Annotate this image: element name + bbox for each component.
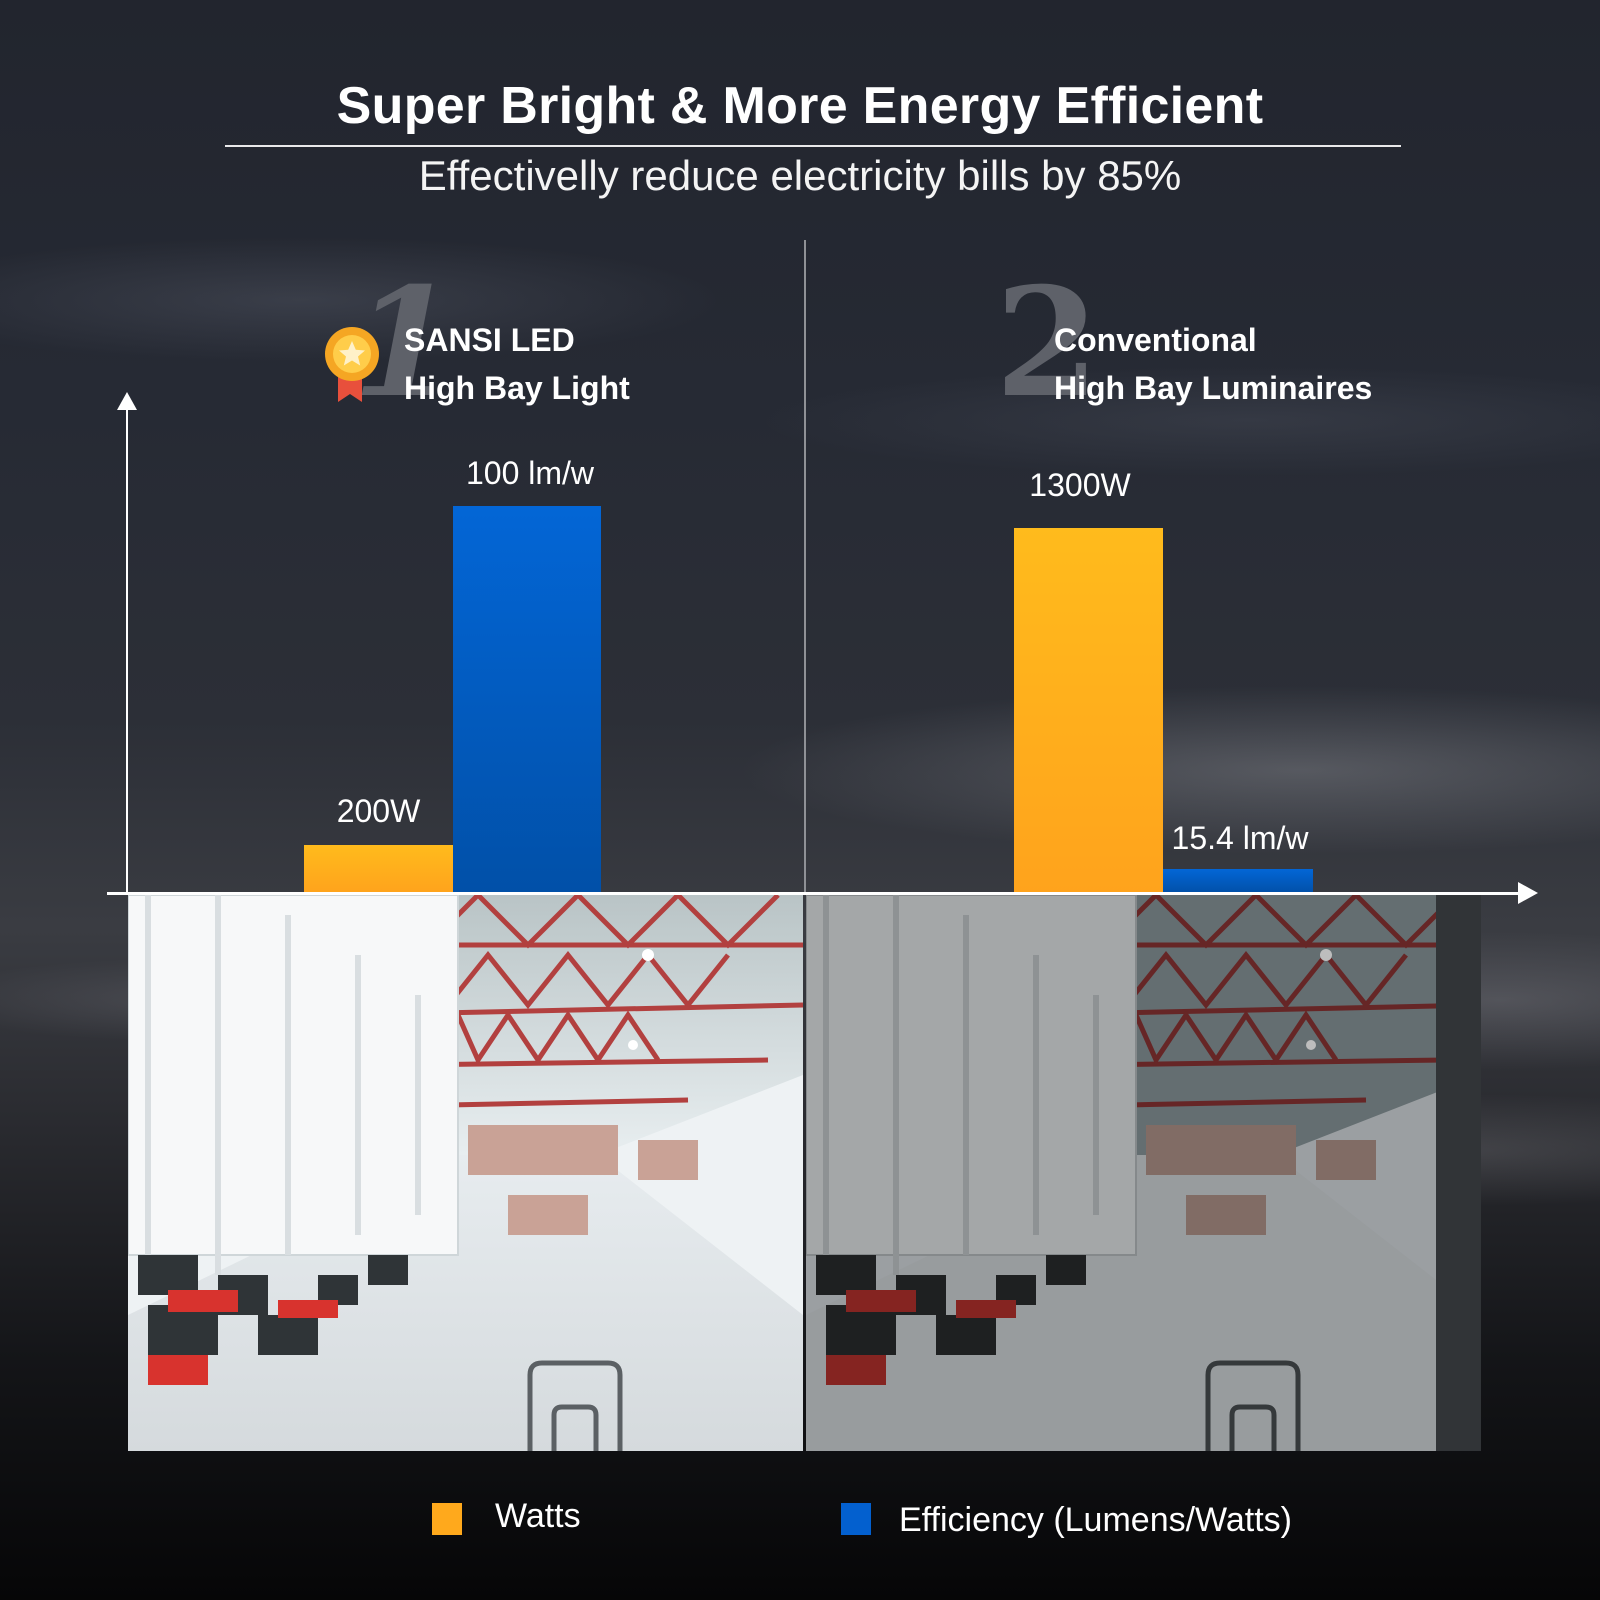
- warehouse-photo-conventional: [806, 895, 1481, 1451]
- page-subtitle: Effectivelly reduce electricity bills by…: [418, 152, 1182, 199]
- group-label-line1: Conventional: [1054, 322, 1257, 358]
- warehouse-photo-sansi: [128, 895, 803, 1451]
- bar-sansi-watts: [304, 845, 453, 893]
- bar-conventional-efficiency: [1163, 869, 1313, 893]
- x-axis-arrow-icon: [1518, 882, 1538, 904]
- bar-value-sansi-efficiency: 100 lm/w: [465, 455, 595, 491]
- bar-conventional-watts: [1014, 528, 1163, 893]
- bar-value-sansi-watts: 200W: [336, 793, 421, 829]
- group-label-line1: SANSI LED: [404, 322, 575, 358]
- bar-sansi-efficiency: [453, 506, 601, 893]
- title-divider: [225, 145, 1401, 147]
- page-title: Super Bright & More Energy Efficient: [336, 77, 1264, 135]
- legend-swatch-efficiency: [841, 1503, 871, 1535]
- bar-value-conventional-efficiency: 15.4 lm/w: [1171, 820, 1309, 856]
- legend-label-efficiency: Efficiency (Lumens/Watts): [899, 1501, 1293, 1539]
- legend-label-watts: Watts: [495, 1497, 581, 1535]
- x-axis: [107, 892, 1527, 895]
- rank-number-2: 2: [995, 255, 1100, 431]
- group-label-line2: High Bay Light: [404, 370, 630, 406]
- group-label-line2: High Bay Luminaires: [1054, 370, 1373, 406]
- group-label-conventional: Conventional High Bay Luminaires: [1054, 316, 1372, 412]
- group-label-sansi: SANSI LED High Bay Light: [404, 316, 630, 412]
- bar-value-conventional-watts: 1300W: [1029, 467, 1131, 503]
- y-axis: [126, 404, 128, 894]
- y-axis-arrow-icon: [117, 392, 137, 410]
- legend-swatch-watts: [432, 1503, 462, 1535]
- group-divider: [804, 240, 806, 894]
- medal-star-icon: [324, 326, 384, 404]
